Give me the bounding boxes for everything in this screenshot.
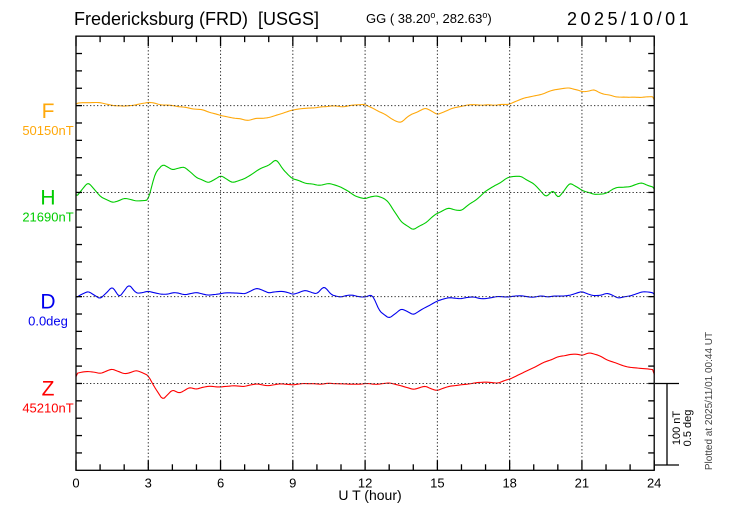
svg-text:F: F	[42, 100, 55, 123]
svg-text:Fredericksburg (FRD) [USGS]: Fredericksburg (FRD) [USGS]	[74, 9, 319, 29]
svg-text:2025/10/01: 2025/10/01	[567, 9, 692, 29]
svg-text:3: 3	[145, 475, 152, 490]
svg-text:0.0deg: 0.0deg	[28, 314, 68, 329]
svg-text:21: 21	[575, 475, 589, 490]
svg-text:D: D	[40, 291, 55, 314]
svg-text:U T (hour): U T (hour)	[338, 487, 401, 503]
svg-text:45210nT: 45210nT	[22, 401, 73, 416]
svg-text:Z: Z	[42, 378, 55, 401]
svg-text:50150nT: 50150nT	[22, 123, 73, 138]
svg-text:0: 0	[72, 475, 79, 490]
svg-text:GG ( 38.20o, 282.63o): GG ( 38.20o, 282.63o)	[366, 10, 492, 26]
svg-text:24: 24	[647, 475, 661, 490]
svg-text:15: 15	[430, 475, 444, 490]
svg-text:H: H	[40, 187, 55, 210]
svg-text:Plotted at 2025/11/01 00:44 UT: Plotted at 2025/11/01 00:44 UT	[704, 332, 715, 470]
svg-text:9: 9	[289, 475, 296, 490]
svg-text:0.5 deg: 0.5 deg	[682, 410, 694, 447]
svg-text:6: 6	[217, 475, 224, 490]
svg-text:18: 18	[502, 475, 516, 490]
svg-text:21690nT: 21690nT	[22, 210, 73, 225]
